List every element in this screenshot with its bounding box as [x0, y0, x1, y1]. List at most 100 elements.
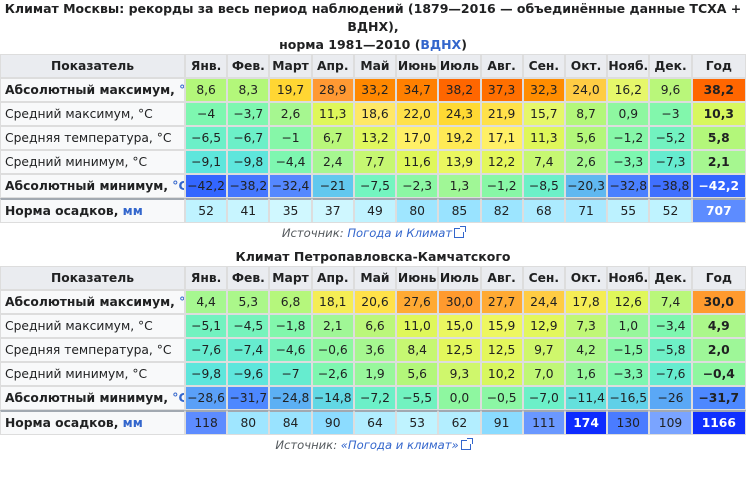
value-cell: 9,3: [438, 362, 481, 386]
table-row: Абсолютный минимум, °C−42,2−38,2−32,4−21…: [0, 174, 746, 198]
value-cell: 17,0: [396, 126, 439, 150]
unit-link[interactable]: мм: [122, 203, 143, 218]
moscow-header-row: Показатель Янв. Фев. Март Апр. Май Июнь Июль Авг…: [0, 54, 746, 78]
unit-link[interactable]: мм: [122, 415, 143, 430]
header-month: Июнь: [396, 54, 439, 78]
row-label: Абсолютный максимум, °C: [0, 290, 185, 314]
value-cell: 2,1: [311, 314, 354, 338]
value-cell: 118: [184, 410, 228, 435]
header-month: Май: [353, 54, 397, 78]
value-cell: 174: [564, 410, 608, 435]
value-cell: 52: [649, 198, 692, 223]
header-month: Фев.: [227, 54, 270, 78]
value-cell: −2,6: [311, 362, 354, 386]
value-cell: −7,4: [227, 338, 270, 362]
moscow-source-link[interactable]: Погода и Климат: [347, 226, 453, 240]
value-cell: −7,0: [522, 386, 565, 410]
value-cell: 1,6: [564, 362, 608, 386]
value-cell: 38,2: [438, 78, 481, 102]
value-cell: 82: [480, 198, 523, 223]
row-label: Средний максимум, °C: [0, 314, 185, 338]
value-cell: −3,3: [607, 150, 650, 174]
value-cell: 21,9: [480, 102, 523, 126]
row-label-text: Норма осадков,: [5, 203, 123, 218]
kamchatka-source-link[interactable]: «Погода и климат»: [340, 438, 459, 452]
value-cell: 15,9: [480, 314, 523, 338]
value-cell: 34,7: [396, 78, 439, 102]
table-row: Средний максимум, °C −4 −3,7 2,6 11,3 18,6 22,…: [0, 102, 746, 126]
value-cell: −38,8: [649, 174, 692, 198]
value-cell: 33,2: [353, 78, 397, 102]
table-row: Средний минимум, °C −9,8 −9,6 −7 −2,6 1,9 5,6 9…: [0, 362, 746, 386]
row-label: Норма осадков, мм: [0, 198, 185, 223]
external-link-icon: [460, 438, 473, 450]
row-label: Средний минимум, °C: [0, 362, 185, 386]
table-row: Абсолютный минимум, °C−28,6−31,7−24,8−14…: [0, 386, 746, 410]
header-year: Год: [691, 54, 746, 78]
row-label-text: Средняя температура, °C: [5, 130, 172, 145]
header-month: Янв.: [184, 54, 228, 78]
header-month: Фев.: [227, 266, 270, 290]
row-label: Абсолютный минимум, °C: [0, 174, 185, 198]
value-cell: −1,2: [607, 126, 650, 150]
value-cell: 6,6: [353, 314, 397, 338]
header-month: Окт.: [564, 54, 608, 78]
value-cell: 109: [649, 410, 692, 435]
value-cell: 17,1: [480, 126, 523, 150]
table-row: Средний максимум, °C −5,1 −4,5 −1,8 2,1 6,6 11…: [0, 314, 746, 338]
value-cell: −21: [311, 174, 354, 198]
value-cell: 27,6: [396, 290, 439, 314]
value-cell: 2,6: [269, 102, 312, 126]
value-cell: −5,1: [184, 314, 228, 338]
value-cell: −9,8: [184, 362, 228, 386]
unit-link[interactable]: °C: [172, 178, 184, 193]
unit-link[interactable]: °C: [172, 390, 184, 405]
value-cell: 5,3: [227, 290, 270, 314]
value-cell: −4,4: [269, 150, 312, 174]
value-cell: −9,1: [184, 150, 228, 174]
value-cell: 13,9: [438, 150, 481, 174]
value-cell: −32,4: [269, 174, 312, 198]
year-cell: 30,0: [691, 290, 746, 314]
value-cell: 0,9: [607, 102, 650, 126]
value-cell: −3,7: [227, 102, 270, 126]
value-cell: 8,3: [227, 78, 270, 102]
value-cell: 37,3: [480, 78, 523, 102]
value-cell: 15,7: [522, 102, 565, 126]
value-cell: 12,5: [438, 338, 481, 362]
value-cell: −4: [184, 102, 228, 126]
row-label: Абсолютный максимум, °C: [0, 78, 185, 102]
value-cell: −5,5: [396, 386, 439, 410]
year-cell: −0,4: [691, 362, 746, 386]
unit-link[interactable]: °C: [179, 82, 185, 97]
header-month: Сен.: [522, 54, 565, 78]
value-cell: −7: [269, 362, 312, 386]
kamchatka-caption: Климат Петропавловска-Камчатского: [0, 248, 746, 266]
value-cell: 4,2: [564, 338, 608, 362]
value-cell: 37: [311, 198, 354, 223]
value-cell: 28,9: [311, 78, 354, 102]
value-cell: 0,0: [438, 386, 481, 410]
value-cell: −7,6: [184, 338, 228, 362]
value-cell: −7,2: [353, 386, 397, 410]
year-cell: 5,8: [691, 126, 746, 150]
value-cell: −5,2: [649, 126, 692, 150]
vdnh-link[interactable]: ВДНХ: [420, 37, 462, 52]
value-cell: 12,2: [480, 150, 523, 174]
unit-link[interactable]: °C: [179, 294, 185, 309]
row-label: Средняя температура, °C: [0, 126, 185, 150]
value-cell: 9,6: [649, 78, 692, 102]
row-label: Средний минимум, °C: [0, 150, 185, 174]
value-cell: −14,8: [311, 386, 354, 410]
value-cell: 68: [522, 198, 565, 223]
value-cell: 9,7: [522, 338, 565, 362]
header-month: Июль: [438, 266, 481, 290]
value-cell: −31,7: [227, 386, 270, 410]
value-cell: 6,8: [269, 290, 312, 314]
year-cell: 4,9: [691, 314, 746, 338]
row-label-text: Абсолютный минимум,: [5, 178, 173, 193]
value-cell: 55: [607, 198, 650, 223]
climate-page: Климат Москвы: рекорды за весь период на…: [0, 0, 746, 452]
value-cell: −3,4: [649, 314, 692, 338]
value-cell: −7,5: [353, 174, 397, 198]
